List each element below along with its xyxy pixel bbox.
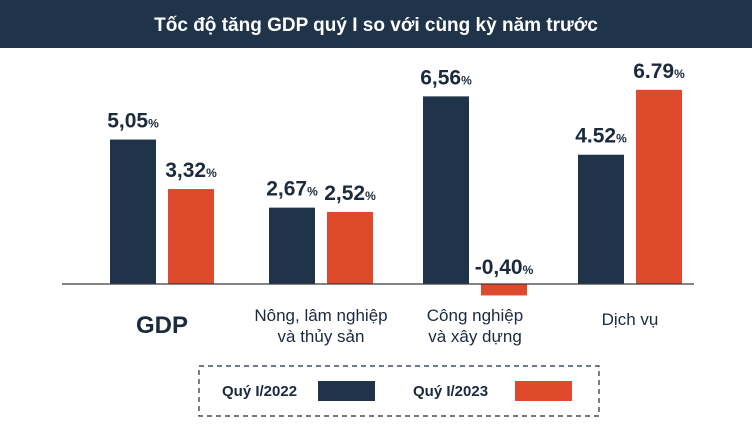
bar-s1-c0 [168,189,214,284]
legend-swatch-1 [515,381,572,401]
data-label-s0-c2: 6,56% [420,66,472,89]
data-label-s0-c1: 2,67% [266,178,318,201]
category-label-1: Nông, lâm nghiệp và thủy sản [254,306,387,346]
chart-title: Tốc độ tăng GDP quý I so với cùng kỳ năm… [154,15,598,36]
category-label-0: GDP [136,312,188,339]
legend-box [198,365,600,417]
bar-s0-c2 [423,96,469,284]
data-label-s1-c3: 6.79% [633,60,685,83]
bars-layer: 5,05% 2,67% 6,56% 4.52% 3,32% 2,52% -0,40% 6.79… [107,60,685,296]
bar-s0-c0 [110,139,156,284]
bar-s1-c1 [327,211,373,284]
bar-s0-c3 [578,154,624,284]
category-label-2: Công nghiệp và xây dựng [427,306,523,346]
data-label-s0-c0: 5,05% [107,110,159,133]
bar-s1-c3 [636,89,682,284]
data-label-s0-c3: 4.52% [575,125,627,148]
legend: Quý I/2022 Quý I/2023 [222,381,572,401]
bar-s1-c2 [481,284,527,296]
legend-swatch-0 [318,381,375,401]
category-labels: GDP Nông, lâm nghiệp và thủy sản Công nghiệ… [136,306,658,346]
data-label-s1-c1: 2,52% [324,182,376,205]
title-banner [0,0,752,48]
legend-label-1: Quý I/2023 [413,383,488,400]
data-label-s1-c2: -0,40% [475,256,534,279]
data-label-s1-c0: 3,32% [165,159,217,182]
legend-label-0: Quý I/2022 [222,383,297,400]
category-label-3: Dịch vụ [602,310,659,329]
bar-s0-c1 [269,207,315,284]
